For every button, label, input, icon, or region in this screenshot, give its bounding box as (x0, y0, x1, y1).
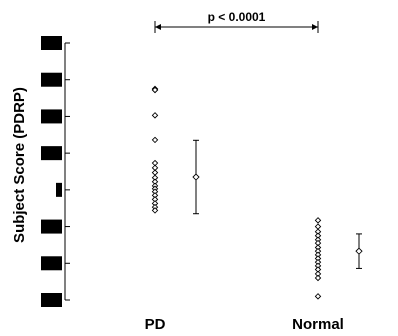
y-tick-label-redacted-0 (41, 293, 62, 307)
y-tick-label-redacted-6 (41, 72, 62, 87)
y-tick-label-redacted-1 (41, 256, 62, 271)
y-axis-group (41, 36, 70, 307)
data-point-pd-2 (151, 86, 159, 94)
category-labels-group: PD Normal (145, 316, 344, 333)
mean-marker-normal (355, 247, 363, 255)
data-point-pd-4 (151, 136, 159, 144)
data-points-group (151, 85, 322, 300)
y-tick-label-redacted-7 (41, 36, 62, 50)
significance-label: p < 0.0001 (208, 10, 266, 24)
data-point-normal-14 (314, 274, 322, 282)
y-tick-label-redacted-3 (56, 182, 62, 197)
data-point-normal-1 (314, 223, 322, 230)
y-tick-label-redacted-5 (41, 109, 62, 124)
y-tick-label-redacted-2 (41, 219, 62, 234)
error-bars-group (192, 139, 363, 269)
y-tick-label-redacted-4 (41, 146, 62, 161)
category-label-normal: Normal (292, 316, 344, 333)
data-point-normal-0 (314, 217, 322, 224)
mean-marker-pd (192, 173, 200, 181)
significance-arrow-right (312, 24, 318, 30)
y-axis-title: Subject Score (PDRP) (11, 87, 28, 243)
data-point-pd-17 (151, 207, 159, 214)
significance-arrow-left (155, 24, 161, 30)
significance-bracket: p < 0.0001 (154, 10, 319, 33)
data-point-normal-15 (314, 293, 322, 300)
data-point-pd-7 (151, 169, 159, 176)
category-label-pd: PD (145, 316, 166, 333)
data-point-pd-3 (151, 112, 159, 119)
